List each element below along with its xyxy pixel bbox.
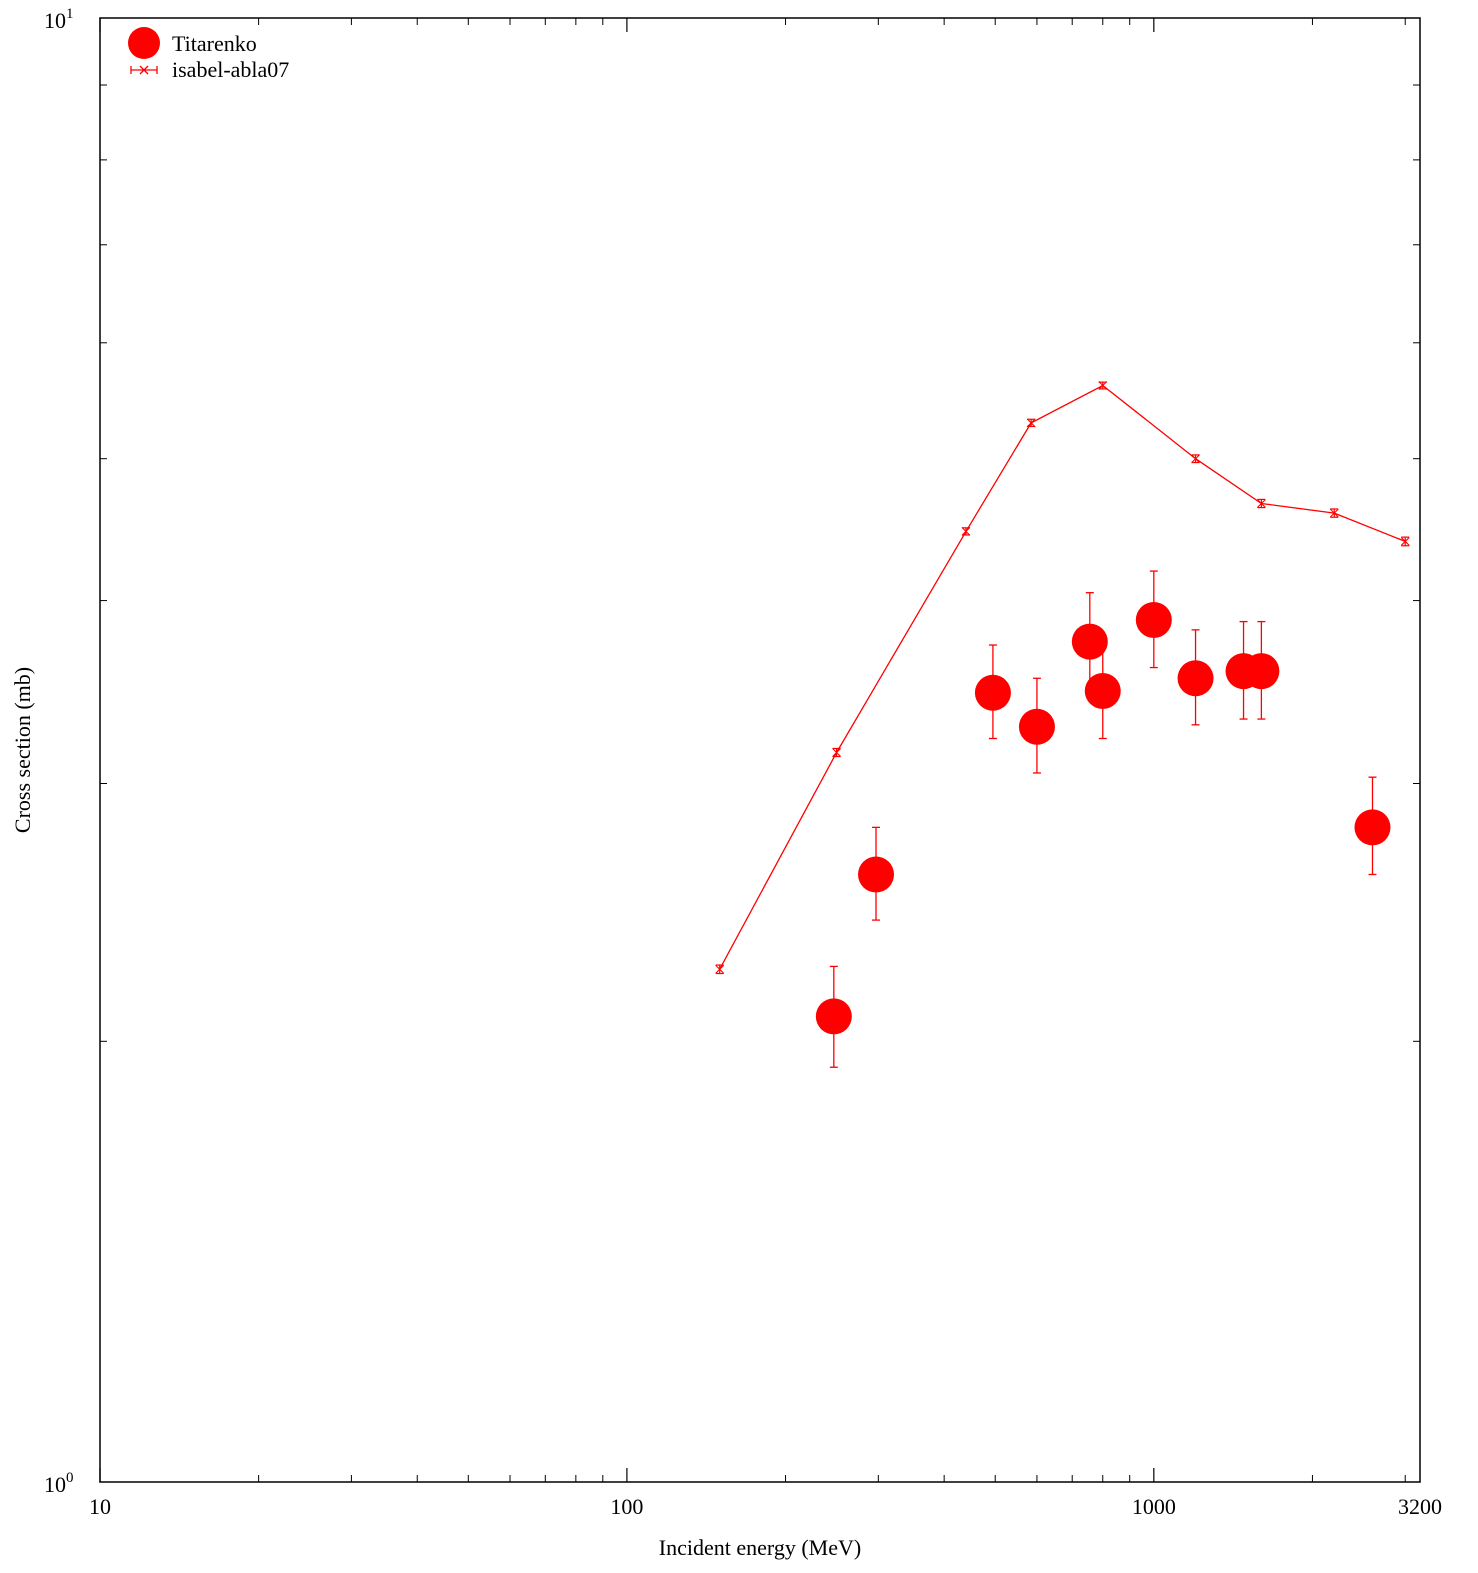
data-point xyxy=(815,998,852,1035)
axis-ticks xyxy=(99,18,1420,1482)
data-point xyxy=(1135,601,1172,638)
plot-frame xyxy=(99,17,1421,1483)
y-tick-label: 100 xyxy=(44,1470,74,1497)
legend-isabel-marker xyxy=(130,65,158,75)
series-line xyxy=(719,384,1406,970)
data-point xyxy=(1243,653,1280,690)
data-point xyxy=(974,674,1011,711)
legend: Titarenko isabel-abla07 xyxy=(128,27,289,82)
data-point xyxy=(1018,708,1055,745)
legend-titarenko-marker xyxy=(128,27,160,59)
data-point-cross xyxy=(715,964,725,974)
x-tick-label: 100 xyxy=(610,1494,643,1519)
data-point xyxy=(858,856,895,893)
data-point-cross xyxy=(1026,418,1036,428)
x-tick-label: 10 xyxy=(89,1494,111,1519)
x-tick-label: 1000 xyxy=(1132,1494,1176,1519)
tick-labels: 10 100 1000 3200 100 101 xyxy=(44,6,1442,1519)
data-point-cross xyxy=(1098,381,1108,390)
data-point-cross xyxy=(832,748,841,757)
x-axis-title: Incident energy (MeV) xyxy=(659,1535,861,1560)
legend-titarenko-label: Titarenko xyxy=(172,31,257,56)
x-tick-label: 3200 xyxy=(1398,1494,1442,1519)
data-point-cross xyxy=(1191,454,1200,464)
y-tick-label: 101 xyxy=(44,6,74,33)
data-point-cross xyxy=(961,526,971,536)
data-point xyxy=(1084,672,1121,709)
series-isabel-abla07 xyxy=(715,381,1410,975)
data-point-cross xyxy=(1400,537,1410,546)
y-axis-title: Cross section (mb) xyxy=(10,667,35,833)
data-point xyxy=(1177,660,1214,697)
data-point xyxy=(1354,809,1391,846)
data-point xyxy=(1071,623,1108,660)
data-point-cross xyxy=(1256,499,1266,508)
series-titarenko xyxy=(815,570,1391,1068)
legend-isabel-label: isabel-abla07 xyxy=(172,57,289,82)
data-point-cross xyxy=(1329,508,1339,518)
